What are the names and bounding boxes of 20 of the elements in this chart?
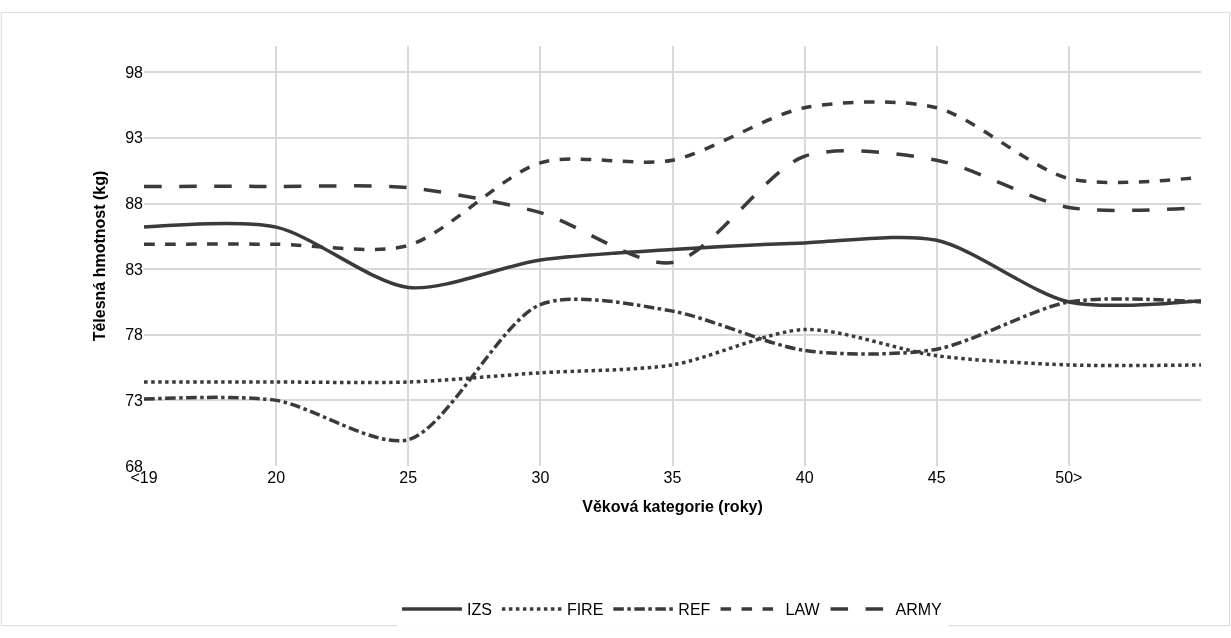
y-tick-label: 88	[125, 195, 144, 213]
legend-label: REF	[678, 601, 711, 619]
x-tick-label: 45	[927, 469, 946, 486]
x-tick-label: 35	[663, 469, 682, 486]
y-tick-label: 73	[125, 391, 144, 409]
legend-label: ARMY	[895, 601, 943, 619]
y-tick-label: 98	[125, 63, 144, 81]
y-tick-label: 78	[125, 326, 144, 344]
x-tick-label: 25	[399, 469, 418, 486]
x-tick-label: 30	[531, 469, 550, 486]
legend-label: LAW	[785, 601, 821, 619]
x-tick-label: 20	[267, 469, 286, 486]
legend-label: FIRE	[566, 601, 604, 619]
x-tick-label: 50>	[1055, 469, 1083, 486]
y-tick-label: 93	[125, 129, 144, 147]
legend-label: IZS	[467, 601, 492, 619]
y-axis-title: Tělesná hmotnost (kg)	[91, 170, 109, 342]
y-tick-label: 83	[125, 260, 144, 278]
x-tick-label: 40	[795, 469, 814, 486]
x-axis-title: Věková kategorie (roky)	[582, 497, 763, 515]
